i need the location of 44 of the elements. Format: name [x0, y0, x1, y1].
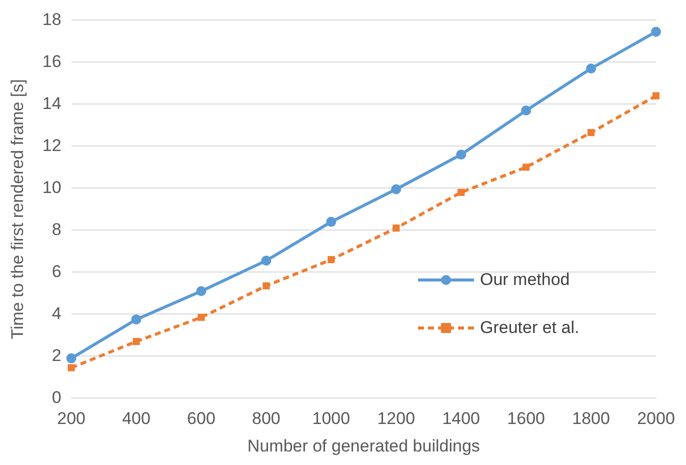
point	[586, 64, 596, 74]
x-tick-label: 1200	[377, 409, 416, 428]
x-tick-label: 1600	[507, 409, 545, 428]
y-tick-label: 18	[42, 10, 62, 29]
x-tick-label: 1400	[442, 409, 480, 428]
point	[196, 286, 206, 296]
y-axis-title: Time to the first rendered frame [s]	[8, 79, 27, 340]
point	[262, 282, 270, 290]
y-tick-label: 2	[52, 346, 62, 365]
y-tick-label: 16	[42, 52, 62, 71]
x-tick-label: 800	[252, 409, 280, 428]
x-tick-label: 2000	[637, 409, 675, 428]
x-tick-label: 600	[187, 409, 216, 428]
point	[521, 106, 532, 116]
point	[651, 26, 661, 37]
x-axis-title: Number of generated buildings	[247, 436, 480, 456]
y-tick-label: 10	[42, 178, 62, 197]
point	[131, 314, 142, 324]
point	[522, 164, 530, 171]
x-tick-label: 1000	[312, 409, 350, 428]
point	[326, 216, 336, 227]
x-tick-label: 200	[57, 409, 86, 428]
point	[261, 256, 272, 266]
point	[132, 338, 140, 346]
legend-label: Our method	[480, 270, 570, 290]
y-tick-label: 0	[52, 388, 62, 407]
point	[588, 129, 595, 136]
point	[652, 92, 660, 100]
point	[392, 224, 400, 232]
y-tick-label: 12	[42, 136, 62, 155]
y-tick-label: 8	[52, 220, 62, 239]
point	[66, 353, 76, 364]
y-tick-label: 6	[52, 262, 62, 281]
point	[68, 364, 75, 372]
point	[198, 314, 205, 321]
x-tick-label: 1800	[572, 409, 610, 428]
point	[458, 188, 465, 196]
point	[328, 256, 335, 264]
y-tick-label: 4	[52, 304, 62, 323]
point	[456, 150, 466, 160]
point	[391, 184, 402, 194]
legend-label: Greuter et al.	[480, 318, 580, 338]
x-tick-label: 400	[122, 409, 150, 428]
y-tick-label: 14	[42, 94, 62, 113]
